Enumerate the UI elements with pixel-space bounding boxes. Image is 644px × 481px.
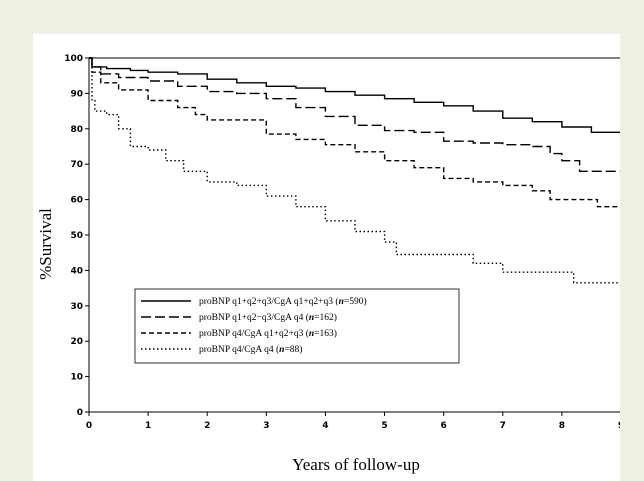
legend-label-4: proBNP q4/CgA q4 (n=88) (199, 344, 302, 355)
x-tick-label: 7 (500, 421, 506, 431)
series-line-1 (89, 57, 620, 133)
y-tick-label: 80 (70, 125, 83, 135)
y-tick-label: 40 (70, 266, 83, 276)
y-tick-label: 50 (70, 231, 83, 241)
x-tick-label: 9 (618, 421, 620, 431)
series-line-4 (89, 57, 620, 284)
x-axis-title: Years of follow-up (292, 455, 420, 474)
y-tick-label: 100 (64, 54, 83, 64)
y-tick-label: 10 (70, 373, 83, 383)
legend-label-1: proBNP q1+q2+q3/CgA q1+q2+q3 (n=590) (199, 296, 367, 307)
y-tick-label: 90 (70, 89, 83, 99)
y-ticks: 0 10 20 30 40 50 60 70 80 90 100 (64, 54, 89, 418)
legend: proBNP q1+q2+q3/CgA q1+q2+q3 (n=590) pro… (134, 288, 460, 364)
legend-label-2: proBNP q1+q2−q3/CgA q4 (n=162) (199, 312, 337, 323)
x-tick-label: 3 (263, 421, 269, 431)
y-axis-title: %Survival (36, 208, 55, 280)
x-tick-label: 8 (559, 421, 565, 431)
x-tick-label: 5 (381, 421, 387, 431)
series-line-3 (89, 57, 620, 208)
legend-label-3: proBNP q4/CgA q1+q2+q3 (n=163) (199, 328, 337, 339)
x-ticks: 0 1 2 3 4 5 6 7 8 9 (86, 412, 620, 431)
x-tick-label: 2 (204, 421, 210, 431)
survival-chart: 0 1 2 3 4 5 6 7 8 9 0 10 20 30 40 50 60 70 80 90 100 Years … (36, 54, 620, 474)
chart-panel: 0 1 2 3 4 5 6 7 8 9 0 10 20 30 40 50 60 70 80 90 100 Years … (33, 34, 620, 481)
y-tick-label: 70 (70, 160, 83, 170)
x-tick-label: 4 (322, 421, 328, 431)
y-tick-label: 30 (70, 302, 83, 312)
x-tick-label: 1 (145, 421, 151, 431)
series-lines (89, 57, 620, 284)
x-tick-label: 0 (86, 421, 92, 431)
y-tick-label: 20 (70, 337, 83, 347)
y-tick-label: 0 (77, 408, 83, 418)
series-line-2 (89, 57, 620, 172)
x-tick-label: 6 (441, 421, 447, 431)
y-tick-label: 60 (70, 196, 83, 206)
